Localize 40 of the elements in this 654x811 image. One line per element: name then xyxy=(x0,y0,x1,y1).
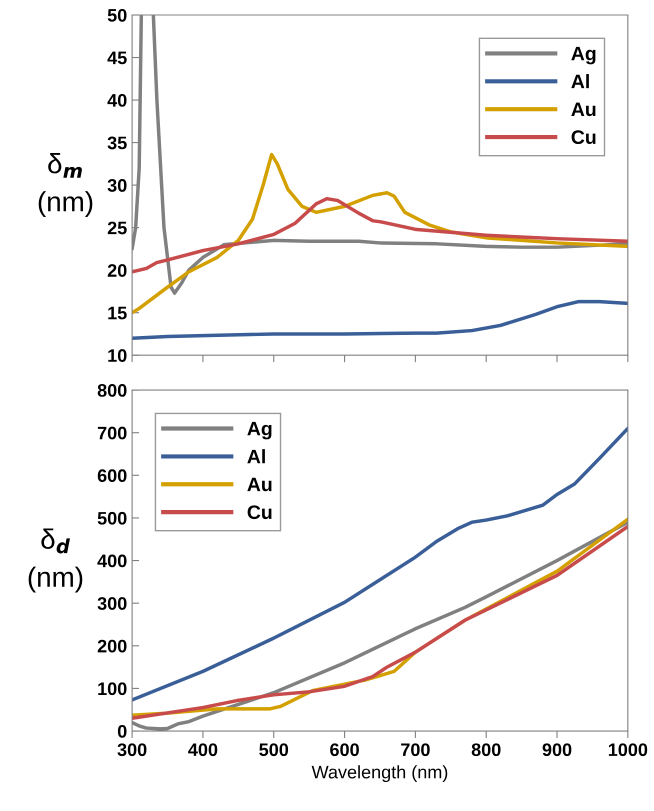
x-axis-title: Wavelength (nm) xyxy=(312,765,448,782)
y-tick-label: 600 xyxy=(98,469,127,482)
line-series xyxy=(132,152,628,314)
y-tick-label: 300 xyxy=(98,597,127,610)
legend-label: Au xyxy=(571,102,596,116)
legend-label: Al xyxy=(247,449,265,464)
y-tick-label: 30 xyxy=(108,179,127,192)
x-tick-label: 400 xyxy=(188,743,218,756)
x-tick-label: 800 xyxy=(472,743,501,756)
legend-label: Cu xyxy=(572,130,596,144)
y-tick-label: 400 xyxy=(97,554,127,568)
y-tick-label: 40 xyxy=(107,94,127,107)
x-tick-label: 1000 xyxy=(608,743,648,756)
x-tick-label: 500 xyxy=(259,743,288,756)
y-tick-label: 700 xyxy=(98,426,127,440)
y-tick-label: 25 xyxy=(108,222,127,234)
line-series xyxy=(132,196,628,274)
y-tick-label: 35 xyxy=(108,136,127,150)
y-tick-label: 200 xyxy=(98,640,127,653)
x-tick-label: 700 xyxy=(401,743,430,756)
y-tick-label: 800 xyxy=(98,384,127,397)
x-tick-label: 600 xyxy=(330,743,359,756)
y-tick-label: 500 xyxy=(98,512,127,525)
legend-label: Ag xyxy=(571,46,596,64)
y-tick-label: 45 xyxy=(107,52,127,64)
y-tick-label: 10 xyxy=(108,349,127,362)
x-tick-label: 300 xyxy=(117,743,146,756)
y-tick-label: 100 xyxy=(98,682,127,696)
y-tick-label: 20 xyxy=(108,264,127,277)
legend-label: Au xyxy=(247,478,272,492)
y-tick-label: 0 xyxy=(118,724,127,738)
x-tick-label: 900 xyxy=(542,743,572,756)
y-tick-label: 50 xyxy=(108,8,127,22)
legend-label: Ag xyxy=(247,422,272,440)
legend-label: Al xyxy=(571,74,589,88)
line-series xyxy=(132,300,628,340)
y-axis-title: δ$_{m}$ (nm) xyxy=(38,153,92,218)
legend-label: Cu xyxy=(248,505,272,520)
y-axis-title: δ$_{d}$ (nm) xyxy=(28,528,82,592)
y-tick-label: 15 xyxy=(108,306,127,320)
